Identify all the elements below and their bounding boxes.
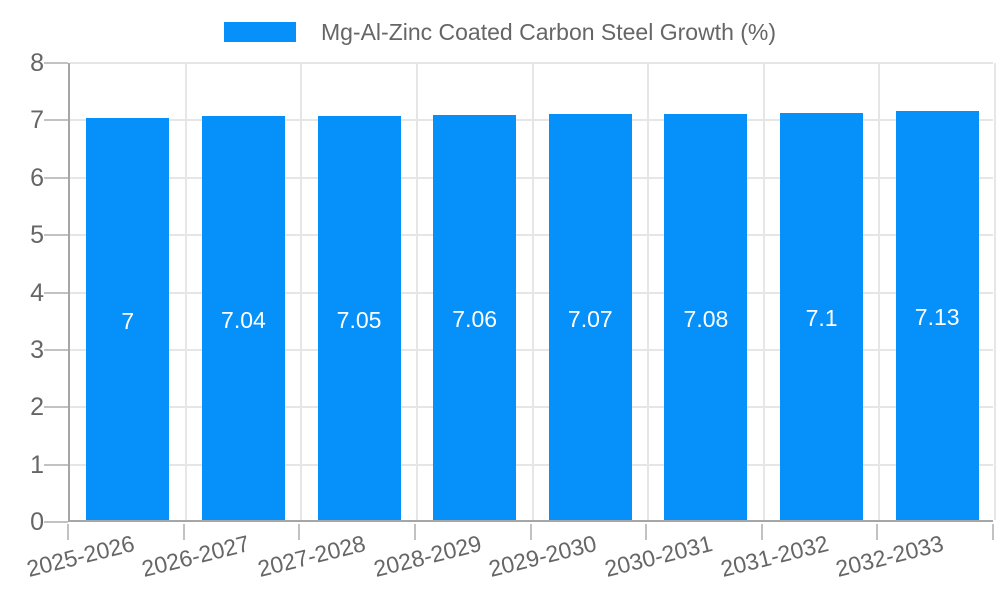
- bar-value-label: 7.08: [683, 305, 729, 332]
- y-axis-tick-label: 1: [30, 450, 44, 479]
- y-axis-tick: [44, 406, 68, 409]
- x-axis-tick-label: 2026-2027: [139, 530, 253, 582]
- x-gridline: [647, 63, 650, 520]
- bar[interactable]: [433, 114, 517, 520]
- x-gridline: [878, 63, 881, 520]
- x-axis-tick: [298, 524, 301, 540]
- x-axis-tick-label: 2027-2028: [255, 530, 369, 582]
- x-gridline: [531, 63, 534, 520]
- bar-value-label: 7.06: [452, 306, 498, 333]
- bar-value-label: 7.13: [914, 304, 960, 331]
- x-axis-tick-label: 2029-2030: [486, 530, 600, 582]
- chart-legend[interactable]: Mg-Al-Zinc Coated Carbon Steel Growth (%…: [0, 20, 1000, 44]
- y-axis-tick: [44, 291, 68, 294]
- y-axis-tick-label: 2: [30, 393, 44, 422]
- bar[interactable]: [201, 116, 285, 520]
- bar[interactable]: [548, 114, 632, 520]
- bar-value-label: 7: [121, 308, 135, 335]
- x-gridline: [762, 63, 765, 520]
- x-axis-tick-label: 2025-2026: [23, 530, 137, 582]
- x-axis-tick-label: 2030-2031: [601, 530, 715, 582]
- y-axis-tick-label: 5: [30, 221, 44, 250]
- bar-value-label: 7.05: [336, 306, 382, 333]
- x-axis-tick: [529, 524, 532, 540]
- x-axis-tick-label: 2028-2029: [370, 530, 484, 582]
- legend-swatch: [223, 22, 296, 42]
- y-axis-tick-label: 4: [30, 278, 44, 307]
- y-axis-tick-label: 6: [30, 163, 44, 192]
- x-gridline: [415, 63, 418, 520]
- bar[interactable]: [895, 110, 979, 520]
- legend-label: Mg-Al-Zinc Coated Carbon Steel Growth (%…: [320, 19, 777, 45]
- x-axis-tick-label: 2031-2032: [717, 530, 831, 582]
- bar-value-label: 7.1: [805, 305, 838, 332]
- x-axis-tick: [182, 524, 185, 540]
- y-axis-tick: [44, 463, 68, 466]
- bar-value-label: 7.04: [221, 307, 266, 334]
- x-gridline: [994, 63, 996, 520]
- bar[interactable]: [317, 115, 401, 520]
- y-axis-tick-label: 8: [30, 49, 44, 77]
- chart-plot-area: 7 7.04 7.05 7.06 7.07 7.08 7.1 7.13: [68, 62, 996, 522]
- x-axis-tick: [413, 524, 416, 540]
- y-axis-tick: [44, 62, 68, 64]
- y-axis-tick: [44, 176, 68, 179]
- y-axis-tick-label: 3: [30, 335, 44, 364]
- bar[interactable]: [780, 112, 864, 520]
- x-axis-tick-label: 2032-2033: [833, 530, 947, 582]
- y-axis-tick: [44, 348, 68, 351]
- y-axis-tick: [44, 119, 68, 122]
- x-axis-tick: [876, 524, 879, 540]
- bar-value-label: 7.07: [567, 306, 613, 333]
- bar[interactable]: [664, 113, 748, 520]
- x-axis-tick: [992, 524, 994, 540]
- x-axis-tick: [67, 524, 69, 540]
- y-axis-tick-label: 7: [30, 106, 44, 135]
- x-gridline: [184, 63, 187, 520]
- x-gridline: [300, 63, 303, 520]
- y-axis-tick: [44, 234, 68, 237]
- x-axis-tick: [760, 524, 763, 540]
- bar[interactable]: [86, 118, 170, 520]
- y-axis-tick-label: 0: [30, 508, 44, 536]
- x-axis-tick: [645, 524, 648, 540]
- y-axis-tick: [44, 521, 68, 523]
